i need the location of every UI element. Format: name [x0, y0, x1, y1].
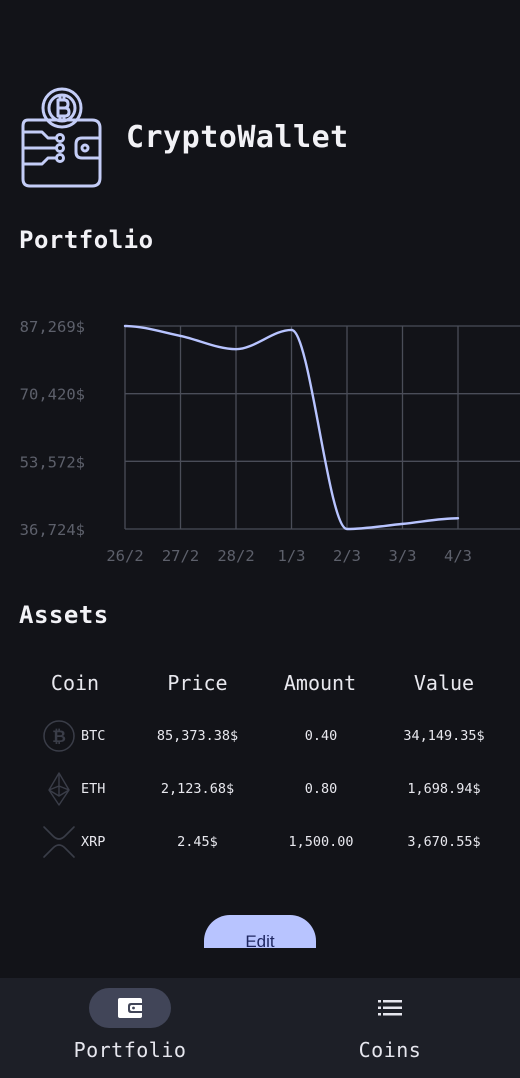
asset-value: 1,698.94$	[407, 780, 481, 797]
crypto-wallet-icon	[21, 87, 102, 188]
app-title: CryptoWallet	[126, 119, 349, 155]
asset-price: 2,123.68$	[160, 780, 235, 797]
svg-text:₿: ₿	[52, 727, 66, 747]
nav-label-coins: Coins	[358, 1038, 422, 1062]
assets-table-header: Coin Price Amount Value	[0, 668, 520, 698]
assets-section-title: Assets	[19, 601, 109, 629]
asset-coin-cell: ETH	[0, 771, 150, 806]
wallet-icon	[118, 998, 142, 1018]
asset-price: 2.45$	[177, 833, 218, 850]
assets-table: Coin Price Amount Value ₿ BTC 85,373.38$…	[0, 668, 520, 868]
chart-x-tick-label: 4/3	[444, 547, 472, 565]
asset-value: 3,670.55$	[407, 833, 481, 850]
column-header-price: Price	[167, 671, 228, 695]
chart-x-tick-label: 3/3	[389, 547, 417, 565]
asset-symbol: XRP	[81, 833, 106, 850]
column-header-amount: Amount	[283, 671, 357, 695]
asset-price: 85,373.38$	[156, 727, 239, 744]
nav-pill-coins	[349, 988, 431, 1028]
chart-x-tick-label: 1/3	[278, 547, 306, 565]
column-header-coin: Coin	[50, 671, 100, 695]
app-header: CryptoWallet	[20, 86, 349, 188]
edit-button-clip	[0, 948, 520, 978]
chart-y-tick-label: 70,420$	[20, 386, 85, 404]
asset-symbol: BTC	[81, 727, 106, 744]
portfolio-section-title: Portfolio	[19, 226, 154, 254]
list-icon	[378, 1000, 402, 1016]
asset-amount: 0.80	[304, 780, 338, 797]
chart-series-line	[123, 324, 460, 531]
asset-symbol: ETH	[81, 780, 106, 797]
nav-label-portfolio: Portfolio	[73, 1038, 187, 1062]
chart-x-tick-label: 2/3	[333, 547, 361, 565]
portfolio-chart: 87,269$ 70,420$ 53,572$ 36,724$ 26/2 27/2 28/2…	[0, 300, 520, 580]
asset-amount: 1,500.00	[288, 833, 354, 850]
bottom-navigation: Portfolio Coins	[0, 978, 520, 1078]
column-header-value: Value	[413, 671, 475, 695]
asset-coin-cell: XRP	[0, 825, 150, 859]
ethereum-icon	[42, 771, 76, 806]
portfolio-line-chart: 87,269$ 70,420$ 53,572$ 36,724$ 26/2 27/2 28/2…	[20, 318, 520, 565]
nav-pill-portfolio	[89, 988, 171, 1028]
xrp-icon	[42, 825, 76, 859]
asset-value: 34,149.35$	[403, 727, 485, 744]
chart-x-tick-label: 27/2	[162, 547, 199, 565]
asset-amount: 0.40	[304, 727, 338, 744]
chart-y-tick-label: 36,724$	[20, 521, 85, 539]
nav-item-portfolio[interactable]: Portfolio	[0, 978, 260, 1078]
chart-x-tick-label: 26/2	[106, 547, 143, 565]
bitcoin-icon: ₿	[42, 719, 76, 753]
asset-row[interactable]: ₿ BTC 85,373.38$ 0.40 34,149.35$	[0, 709, 520, 762]
chart-y-tick-label: 53,572$	[20, 453, 85, 471]
asset-coin-cell: ₿ BTC	[0, 719, 150, 753]
asset-row[interactable]: ETH 2,123.68$ 0.80 1,698.94$	[0, 762, 520, 815]
chart-y-tick-label: 87,269$	[20, 318, 85, 336]
nav-item-coins[interactable]: Coins	[260, 978, 520, 1078]
asset-row[interactable]: XRP 2.45$ 1,500.00 3,670.55$	[0, 815, 520, 868]
chart-x-tick-label: 28/2	[217, 547, 254, 565]
